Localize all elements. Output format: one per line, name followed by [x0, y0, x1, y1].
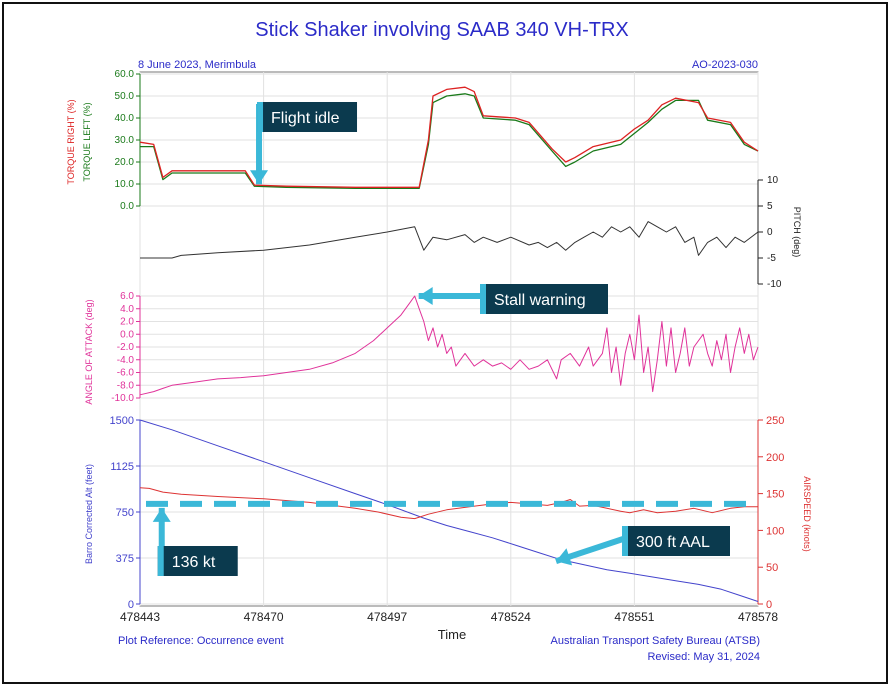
kt-136-callout-label: 136 kt	[172, 554, 216, 571]
torque-tick-label: 50.0	[115, 91, 135, 102]
torque-tick-label: 20.0	[115, 157, 135, 168]
flight-idle-callout-accent	[257, 102, 264, 132]
pitch-series-line	[140, 221, 759, 259]
pitch-tick-label: 0	[767, 227, 773, 238]
x-tick-label: 478470	[244, 610, 284, 624]
torque-left-axis-label: TORQUE LEFT (%)	[82, 102, 92, 181]
aoa-tick-label: -4.0	[117, 355, 135, 366]
airspeed-tick-label: 50	[766, 562, 778, 574]
aoa-tick-label: 0.0	[120, 329, 134, 340]
axes-layer: 478443 478470 478497 478524 478551 478578 0.0 1…	[110, 69, 785, 624]
chart-title: Stick Shaker involving SAAB 340 VH-TRX	[255, 19, 629, 41]
alt-tick-label: 1125	[110, 461, 134, 473]
x-tick-label: 478578	[738, 610, 778, 624]
aal-300-callout-label: 300 ft AAL	[636, 534, 710, 551]
x-tick-label: 478524	[491, 610, 531, 624]
flight-idle-callout: Flight idle	[257, 102, 358, 132]
airspeed-tick-label: 0	[766, 599, 772, 611]
chart-subtitle-left: 8 June 2023, Merimbula	[138, 59, 257, 71]
pitch-tick-label: -5	[767, 253, 776, 264]
flight-idle-arrow-head	[250, 170, 269, 185]
aoa-tick-label: -6.0	[117, 368, 135, 379]
annotation-layer: Flight idle Stall warning 300 ft AAL 136 kt	[152, 102, 730, 576]
stall-warning-callout: Stall warning	[480, 284, 608, 314]
flight-idle-callout-label: Flight idle	[271, 110, 340, 127]
torque-tick-label: 10.0	[115, 179, 135, 190]
torque-tick-label: 60.0	[115, 69, 135, 80]
pitch-tick-label: 5	[767, 201, 773, 212]
aoa-tick-label: 2.0	[120, 317, 134, 328]
torque-tick-label: 0.0	[120, 201, 134, 212]
airspeed-tick-label: 250	[766, 415, 784, 427]
aoa-tick-label: 4.0	[120, 304, 134, 315]
airspeed-tick-label: 200	[766, 452, 784, 464]
torque-right-axis-label: TORQUE RIGHT (%)	[66, 99, 76, 184]
alt-axis-label: Barro Corrected Alt (feet)	[84, 464, 94, 564]
torque-tick-label: 30.0	[115, 135, 135, 146]
kt-136-callout: 136 kt	[157, 546, 238, 576]
alt-tick-label: 750	[116, 507, 134, 519]
torque-series-line	[140, 93, 759, 190]
stall-warning-arrow-head	[418, 287, 433, 305]
footer-right-1: Australian Transport Safety Bureau (ATSB…	[551, 635, 761, 647]
pitch-axis-label: PITCH (deg)	[792, 207, 802, 258]
chart-svg: Stick Shaker involving SAAB 340 VH-TRX 8…	[66, 19, 812, 663]
airspeed-tick-label: 150	[766, 489, 784, 501]
aoa-tick-label: -2.0	[117, 342, 135, 353]
stall-warning-callout-box	[480, 284, 608, 314]
flight-idle-callout-box	[257, 102, 358, 132]
x-axis-label: Time	[438, 627, 466, 642]
kt-136-arrow-head	[152, 507, 171, 522]
aal-300-callout-accent	[622, 526, 628, 556]
aoa-tick-label: -8.0	[117, 380, 135, 391]
stall-warning-callout-label: Stall warning	[494, 292, 586, 309]
aal-300-arrow-head	[556, 548, 573, 566]
series-layer	[139, 86, 759, 602]
aoa-tick-label: -10.0	[111, 393, 134, 404]
kt-136-callout-box	[157, 546, 238, 576]
chart-subtitle-right: AO-2023-030	[692, 59, 758, 71]
aoa-axis-label: ANGLE OF ATTACK (deg)	[84, 299, 94, 404]
stall-warning-callout-accent	[480, 284, 486, 314]
chart-frame: Stick Shaker involving SAAB 340 VH-TRX 8…	[2, 2, 888, 684]
torque-tick-label: 40.0	[115, 113, 135, 124]
airspeed-tick-label: 100	[766, 525, 784, 537]
aal-300-callout-box	[622, 526, 730, 556]
torque-series-line	[139, 86, 759, 188]
footer-right-2: Revised: May 31, 2024	[647, 651, 760, 663]
footer-left: Plot Reference: Occurrence event	[118, 635, 284, 647]
alt-tick-label: 0	[128, 599, 134, 611]
pitch-tick-label: 10	[767, 175, 779, 186]
alt-tick-label: 375	[116, 553, 134, 565]
x-tick-label: 478443	[120, 610, 160, 624]
kt-136-callout-accent	[157, 546, 164, 576]
aoa-tick-label: 6.0	[120, 291, 134, 302]
pitch-tick-label: -10	[767, 279, 782, 290]
airspeed-axis-label: AIRSPEED (knots)	[802, 476, 812, 552]
x-tick-label: 478551	[614, 610, 654, 624]
altitude-series-line	[139, 419, 759, 602]
x-tick-label: 478497	[367, 610, 407, 624]
alt-tick-label: 1500	[110, 415, 134, 427]
aal-300-callout: 300 ft AAL	[622, 526, 730, 556]
aoa-series-line	[139, 295, 759, 396]
